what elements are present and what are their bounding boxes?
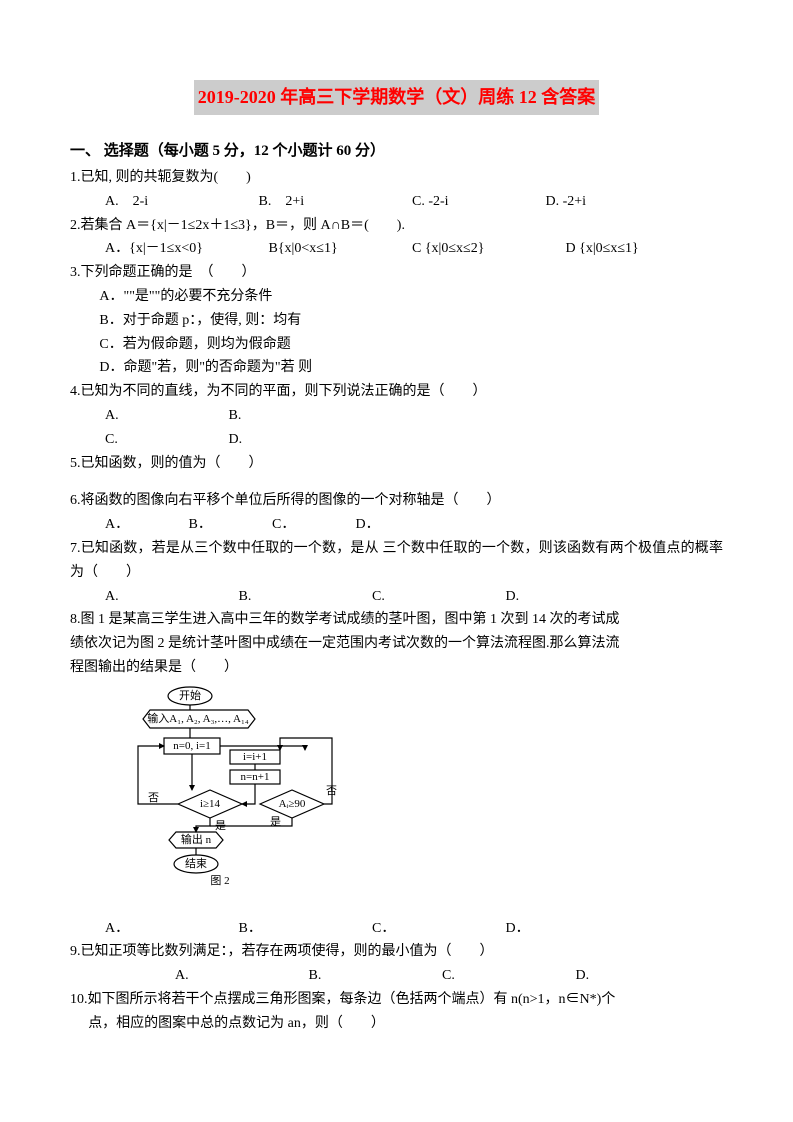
q7-opt-b: B.: [239, 585, 369, 609]
q9-options: A. B. C. D.: [70, 964, 723, 988]
q9-stem: 9.已知正项等比数列满足：，若存在两项使得，则的最小值为（ ）: [70, 940, 723, 964]
q8-stem-2: 绩依次记为图 2 是统计茎叶图中成绩在一定范围内考试次数的一个算法流程图.那么算…: [70, 632, 723, 656]
q1-stem: 1.已知, 则的共轭复数为( ): [70, 166, 723, 190]
q1-opt-b: B. 2+i: [259, 190, 409, 214]
q3-stem: 3.下列命题正确的是 （ ）: [70, 261, 723, 285]
q6-stem: 6.将函数的图像向右平移个单位后所得的图像的一个对称轴是（ ）: [70, 489, 723, 513]
q10-stem-2: 点，相应的图案中总的点数记为 an，则（ ）: [70, 1012, 723, 1036]
q4-opt-b: B.: [229, 404, 242, 428]
q9-opt-d: D.: [576, 964, 590, 988]
q6-opt-d: D．: [356, 513, 380, 537]
q5-stem: 5.已知函数，则的值为（ ）: [70, 452, 723, 476]
q7-options: A. B. C. D.: [70, 585, 723, 609]
svg-text:图 2: 图 2: [210, 874, 229, 887]
q2-options: A．{x|－1≤x<0} B{x|0<x≤1} C {x|0≤x≤2} D {x…: [70, 237, 723, 261]
flowchart-figure: 开始 输入A₁, A₂, A₃,…, A₁₄ n=0, i=1 i=i+1 n=…: [120, 686, 723, 915]
q7-opt-a: A.: [105, 585, 235, 609]
document-title: 2019-2020 年高三下学期数学（文）周练 12 含答案: [194, 80, 600, 115]
q1-opt-c: C. -2-i: [412, 190, 542, 214]
svg-text:输入A₁, A₂, A₃,…, A₁₄: 输入A₁, A₂, A₃,…, A₁₄: [147, 711, 249, 725]
q7-opt-c: C.: [372, 585, 502, 609]
q2-opt-a: A．{x|－1≤x<0}: [105, 237, 265, 261]
q4-options-row2: C. D.: [70, 428, 723, 452]
q8-opt-a: A．: [105, 917, 235, 941]
q2-stem: 2.若集合 A＝{x|－1≤2x＋1≤3}，B＝，则 A∩B＝( ).: [70, 214, 723, 238]
q9-opt-c: C.: [442, 964, 572, 988]
section-1-header: 一、 选择题（每小题 5 分，12 个小题计 60 分）: [70, 139, 723, 165]
svg-text:否: 否: [326, 785, 337, 797]
q5-spacer: [70, 475, 723, 489]
q1-opt-a: A. 2-i: [105, 190, 255, 214]
q8-opt-b: B．: [239, 917, 369, 941]
q6-opt-a: A．: [105, 513, 185, 537]
svg-text:否: 否: [148, 792, 159, 804]
q4-opt-d: D.: [229, 428, 243, 452]
svg-text:n=0, i=1: n=0, i=1: [173, 740, 210, 752]
q6-opt-b: B．: [189, 513, 269, 537]
svg-text:Aᵢ≥90: Aᵢ≥90: [279, 798, 306, 810]
q8-opt-d: D．: [506, 917, 530, 941]
q4-stem: 4.已知为不同的直线，为不同的平面，则下列说法正确的是（ ）: [70, 380, 723, 404]
svg-text:结束: 结束: [185, 857, 207, 870]
q6-opt-c: C．: [272, 513, 352, 537]
q2-opt-b: B{x|0<x≤1}: [269, 237, 409, 261]
q3-opt-b: B．对于命题 p：，使得, 则：均有: [70, 309, 723, 333]
title-wrap: 2019-2020 年高三下学期数学（文）周练 12 含答案: [70, 80, 723, 133]
q2-opt-c: C {x|0≤x≤2}: [412, 237, 562, 261]
q7-opt-d: D.: [506, 585, 520, 609]
q1-opt-d: D. -2+i: [546, 190, 587, 214]
q7-stem: 7.已知函数，若是从三个数中任取的一个数，是从 三个数中任取的一个数，则该函数有…: [70, 537, 723, 585]
q3-opt-c: C．若为假命题，则均为假命题: [70, 333, 723, 357]
q8-opt-c: C．: [372, 917, 502, 941]
svg-text:i=i+1: i=i+1: [243, 751, 267, 763]
q2-opt-d: D {x|0≤x≤1}: [566, 237, 639, 261]
q4-opt-c: C.: [105, 428, 225, 452]
q3-opt-d: D．命题"若，则"的否命题为"若 则: [70, 356, 723, 380]
svg-text:n=n+1: n=n+1: [241, 771, 270, 783]
q3-opt-a: A．""是""的必要不充分条件: [70, 285, 723, 309]
q4-opt-a: A.: [105, 404, 225, 428]
q10-stem-1: 10.如下图所示将若干个点摆成三角形图案，每条边（色括两个端点）有 n(n>1，…: [70, 988, 723, 1012]
q9-opt-b: B.: [309, 964, 439, 988]
flowchart-svg: 开始 输入A₁, A₂, A₃,…, A₁₄ n=0, i=1 i=i+1 n=…: [120, 686, 340, 906]
q9-opt-a: A.: [175, 964, 305, 988]
svg-text:开始: 开始: [179, 688, 201, 702]
svg-text:是: 是: [270, 815, 281, 828]
q1-options: A. 2-i B. 2+i C. -2-i D. -2+i: [70, 190, 723, 214]
q6-options: A． B． C． D．: [70, 513, 723, 537]
svg-text:i≥14: i≥14: [200, 798, 221, 810]
svg-text:输出 n: 输出 n: [181, 832, 212, 846]
svg-text:是: 是: [215, 819, 226, 832]
q8-options: A． B． C． D．: [70, 917, 723, 941]
q8-stem-3: 程图输出的结果是（ ）: [70, 656, 723, 680]
q8-stem-1: 8.图 1 是某高三学生进入高中三年的数学考试成绩的茎叶图，图中第 1 次到 1…: [70, 608, 723, 632]
q4-options-row1: A. B.: [70, 404, 723, 428]
